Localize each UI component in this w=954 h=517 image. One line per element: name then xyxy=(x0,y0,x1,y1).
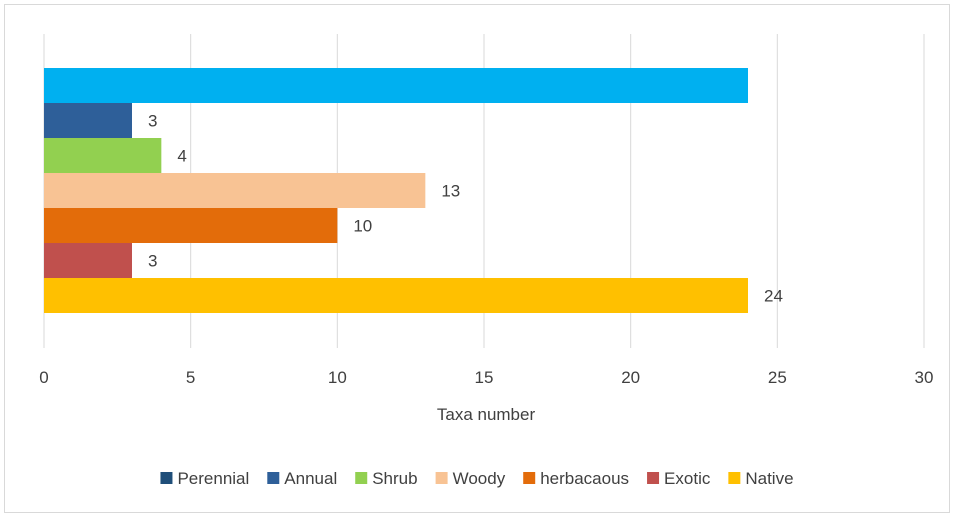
data-label-annual: 3 xyxy=(148,112,157,131)
legend-label: Annual xyxy=(284,469,337,488)
legend-label: herbacaous xyxy=(540,469,629,488)
x-tick-label: 15 xyxy=(475,368,494,387)
bar-perennial xyxy=(44,68,748,103)
legend: Perennial Annual Shrub Woody herbacaous Exoti… xyxy=(160,469,794,488)
legend-item-perennial: Perennial xyxy=(160,469,249,488)
bar-native xyxy=(44,278,748,313)
x-axis-title: Taxa number xyxy=(437,405,536,424)
data-label-native: 24 xyxy=(764,287,783,306)
x-tick-label: 0 xyxy=(39,368,48,387)
legend-swatch xyxy=(160,472,173,484)
legend-item-native: Native xyxy=(728,469,794,488)
bars xyxy=(44,68,748,313)
legend-item-herbacaous: herbacaous xyxy=(523,469,629,488)
legend-item-shrub: Shrub xyxy=(355,469,418,488)
legend-label: Native xyxy=(745,469,793,488)
legend-swatch xyxy=(267,472,280,484)
legend-swatch xyxy=(523,472,536,484)
data-label-exotic: 3 xyxy=(148,252,157,271)
legend-label: Woody xyxy=(453,469,506,488)
bar-annual xyxy=(44,103,132,138)
bar-herbacaous xyxy=(44,208,338,243)
legend-item-annual: Annual xyxy=(267,469,337,488)
legend-label: Shrub xyxy=(372,469,417,488)
legend-item-woody: Woody xyxy=(435,469,506,488)
legend-swatch xyxy=(355,472,368,484)
bar-shrub xyxy=(44,138,162,173)
data-label-woody: 13 xyxy=(441,182,460,201)
x-tick-label: 10 xyxy=(328,368,347,387)
data-labels: 3 4 13 10 3 24 xyxy=(148,112,783,306)
x-tick-label: 20 xyxy=(621,368,640,387)
data-label-herbacaous: 10 xyxy=(353,217,372,236)
x-tick-label: 5 xyxy=(186,368,195,387)
legend-item-exotic: Exotic xyxy=(647,469,711,488)
x-tick-label: 30 xyxy=(915,368,934,387)
legend-swatch xyxy=(647,472,660,484)
bar-exotic xyxy=(44,243,132,278)
legend-label: Exotic xyxy=(664,469,711,488)
x-tick-label: 25 xyxy=(768,368,787,387)
data-label-shrub: 4 xyxy=(177,147,186,166)
bar-woody xyxy=(44,173,426,208)
legend-label: Perennial xyxy=(177,469,249,488)
legend-swatch xyxy=(728,472,741,484)
legend-swatch xyxy=(435,472,448,484)
x-axis-ticks: 0 5 10 15 20 25 30 xyxy=(39,368,933,387)
